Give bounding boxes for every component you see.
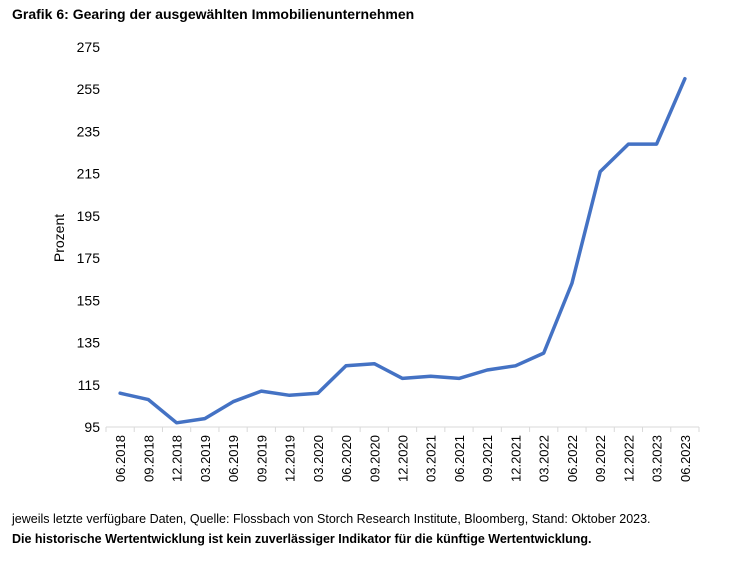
x-tick-label: 12.2021	[508, 435, 523, 482]
x-tick-label: 03.2023	[650, 435, 665, 482]
x-tick-label: 03.2021	[424, 435, 439, 482]
x-tick-label: 06.2023	[678, 435, 693, 482]
series-line	[118, 76, 687, 425]
x-tick-label: 06.2019	[226, 435, 241, 482]
x-tick-label: 09.2019	[254, 435, 269, 482]
x-axis: 06.2018 09.2018 12.2018 03.2019 06.2019 09.20…	[105, 427, 700, 482]
y-tick-label: 275	[77, 39, 101, 55]
y-tick-label: 175	[77, 250, 101, 266]
chart-title: Grafik 6: Gearing der ausgewählten Immob…	[12, 6, 415, 22]
y-tick-label: 135	[77, 335, 101, 351]
x-tick-label: 12.2019	[283, 435, 298, 482]
x-tick-label: 06.2020	[339, 435, 354, 482]
series-group	[118, 76, 687, 425]
x-tick-label: 06.2022	[565, 435, 580, 482]
x-tick-label: 12.2018	[170, 435, 185, 482]
y-tick-label: 215	[77, 166, 101, 182]
x-tick-label: 03.2022	[537, 435, 552, 482]
y-tick-label: 115	[78, 377, 101, 393]
disclaimer: Die historische Wertentwicklung ist kein…	[12, 532, 592, 546]
x-tick-label: 03.2019	[198, 435, 213, 482]
x-tick-label: 09.2018	[141, 435, 156, 482]
x-tick-label: 09.2020	[367, 435, 382, 482]
y-tick-label: 195	[77, 208, 101, 224]
y-tick-label: 95	[84, 419, 100, 435]
y-axis: 95 115 135 155 175 195 215 235 255 275	[77, 39, 101, 435]
x-tick-label: 09.2022	[593, 435, 608, 482]
x-tick-label: 12.2022	[621, 435, 636, 482]
footnote: jeweils letzte verfügbare Daten, Quelle:…	[12, 512, 651, 526]
x-tick-label: 06.2021	[452, 435, 467, 482]
y-tick-label: 155	[77, 292, 101, 308]
x-tick-label: 03.2020	[311, 435, 326, 482]
y-tick-label: 255	[77, 81, 101, 97]
y-axis-label: Prozent	[51, 214, 67, 262]
y-tick-label: 235	[77, 123, 101, 139]
x-tick-label: 12.2020	[396, 435, 411, 482]
x-tick-label: 06.2018	[113, 435, 128, 482]
x-tick-label: 09.2021	[480, 435, 495, 482]
